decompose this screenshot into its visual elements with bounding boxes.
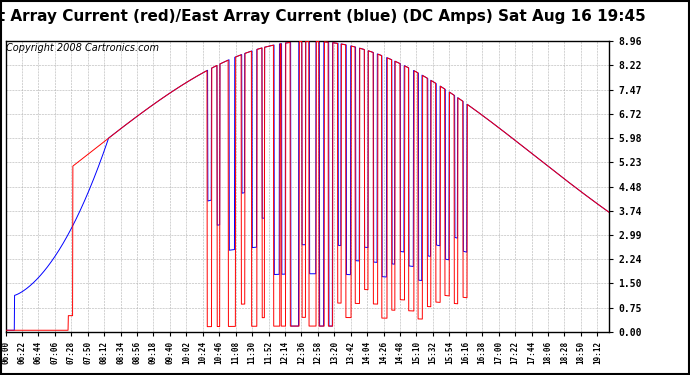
Text: West Array Current (red)/East Array Current (blue) (DC Amps) Sat Aug 16 19:45: West Array Current (red)/East Array Curr… <box>0 9 645 24</box>
Text: Copyright 2008 Cartronics.com: Copyright 2008 Cartronics.com <box>6 43 159 53</box>
